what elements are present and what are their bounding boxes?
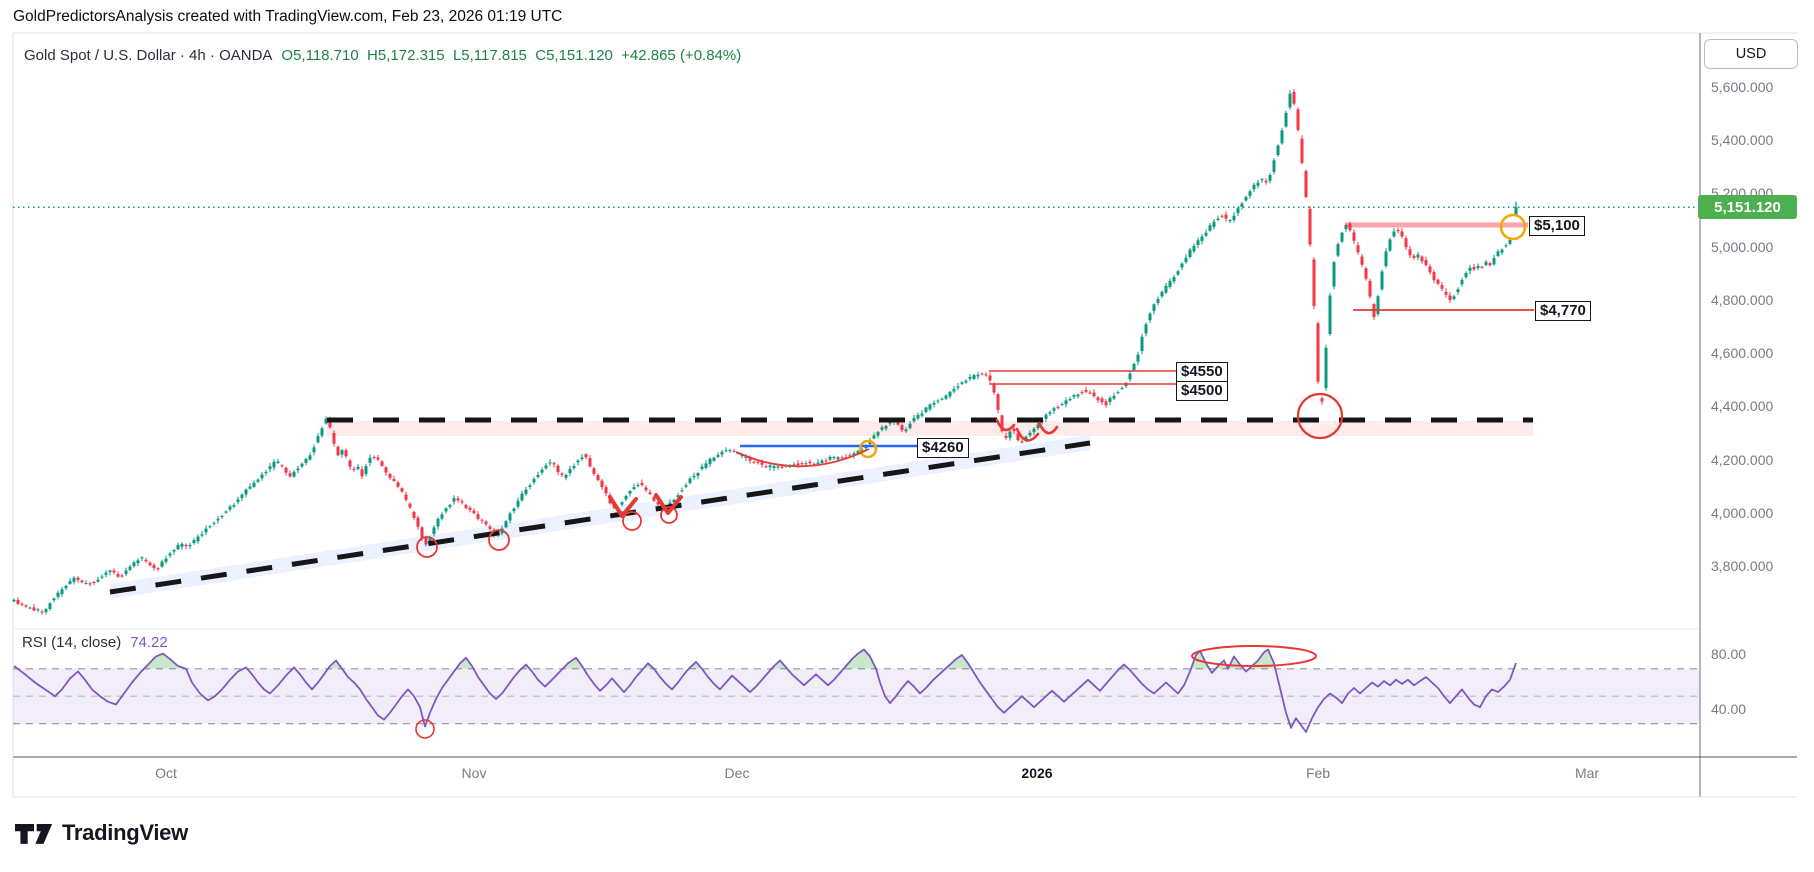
rsi-line [13, 648, 1517, 733]
price-tick-label: 5,600.000 [1711, 78, 1774, 95]
rsi-red-ellipse[interactable] [1191, 645, 1317, 667]
rsi-legend[interactable]: RSI (14, close) 74.22 [22, 634, 168, 651]
price-tick-label: 4,000.000 [1711, 504, 1774, 521]
pane-borders [12, 32, 1797, 798]
attribution-title: GoldPredictorsAnalysis created with Trad… [13, 8, 563, 25]
time-tick-label: Nov [461, 765, 487, 781]
rsi-red-circle[interactable] [415, 719, 435, 739]
tradingview-wordmark: TradingView [62, 820, 188, 845]
price-tick-label: 4,400.000 [1711, 398, 1774, 415]
price-tick-label: 5,000.000 [1711, 238, 1774, 255]
price-label-5100[interactable]: $5,100 [1529, 216, 1585, 236]
symbol-name[interactable]: Gold Spot / U.S. Dollar · 4h · OANDA [24, 47, 273, 64]
price-label-4770[interactable]: $4,770 [1535, 301, 1591, 321]
currency-toggle-button[interactable]: USD [1704, 39, 1798, 69]
time-tick-label: 2026 [1021, 765, 1053, 781]
rsi-band [13, 668, 1700, 724]
price-label-4260[interactable]: $4260 [917, 438, 969, 458]
ohlc-values: O5,118.710 H5,172.315 L5,117.815 C5,151.… [281, 47, 742, 64]
rsi-value: 74.22 [130, 634, 168, 651]
symbol-legend[interactable]: Gold Spot / U.S. Dollar · 4h · OANDA O5,1… [24, 47, 741, 64]
candlestick-series [12, 89, 1518, 615]
rsi-tick-label: 40.00 [1711, 700, 1747, 717]
price-tick-label: 4,200.000 [1711, 451, 1774, 468]
price-label-4500[interactable]: $4500 [1176, 381, 1228, 401]
price-tick-label: 3,800.000 [1711, 558, 1774, 575]
time-tick-label: Feb [1305, 765, 1331, 781]
rsi-title[interactable]: RSI (14, close) [22, 634, 122, 651]
price-tick-label: 5,400.000 [1711, 132, 1774, 149]
rounding-bottom-arc[interactable] [735, 448, 870, 468]
resistance-zone-band[interactable] [327, 421, 1533, 436]
price-tick-label: 4,600.000 [1711, 345, 1774, 362]
red-hook-marks[interactable] [995, 418, 1059, 442]
last-price-badge: 5,151.120 [1698, 195, 1797, 220]
tradingview-logo[interactable]: TradingView [15, 819, 188, 847]
rsi-overbought-fill [14, 649, 1516, 669]
trendline-band[interactable] [110, 435, 1090, 599]
price-tick-label: 4,800.000 [1711, 291, 1774, 308]
red-v-marks[interactable] [608, 493, 683, 518]
time-tick-label: Oct [155, 765, 177, 781]
time-tick-label: Mar [1574, 765, 1600, 781]
tradingview-logo-icon [15, 823, 53, 844]
red-circle-marks[interactable] [416, 392, 1344, 558]
orange-circle-marks[interactable] [858, 213, 1527, 459]
rsi-tick-label: 80.00 [1711, 646, 1747, 662]
time-tick-label: Dec [724, 765, 750, 781]
price-label-4550[interactable]: $4550 [1176, 362, 1228, 382]
